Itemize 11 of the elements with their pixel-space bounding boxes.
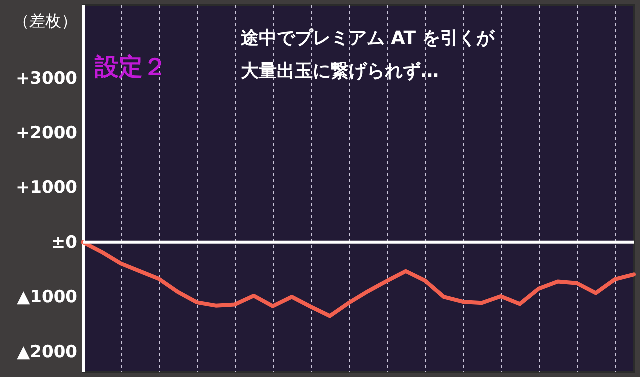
line-series: [81, 240, 636, 318]
annotation: 大量出玉に繋げられず…: [240, 61, 439, 82]
y-tick-label: +1000: [16, 178, 78, 198]
annotation: 設定２: [94, 53, 167, 81]
annotation: 途中でプレミアム AT を引くが: [241, 28, 496, 49]
y-axis-title: （差枚）: [14, 12, 78, 30]
y-tick-label: ▲1000: [17, 288, 78, 308]
y-tick-label: +3000: [16, 68, 78, 89]
y-tick-label: +2000: [16, 123, 78, 144]
y-tick-label: ▲2000: [17, 342, 78, 362]
y-tick-label: ±0: [51, 232, 78, 253]
